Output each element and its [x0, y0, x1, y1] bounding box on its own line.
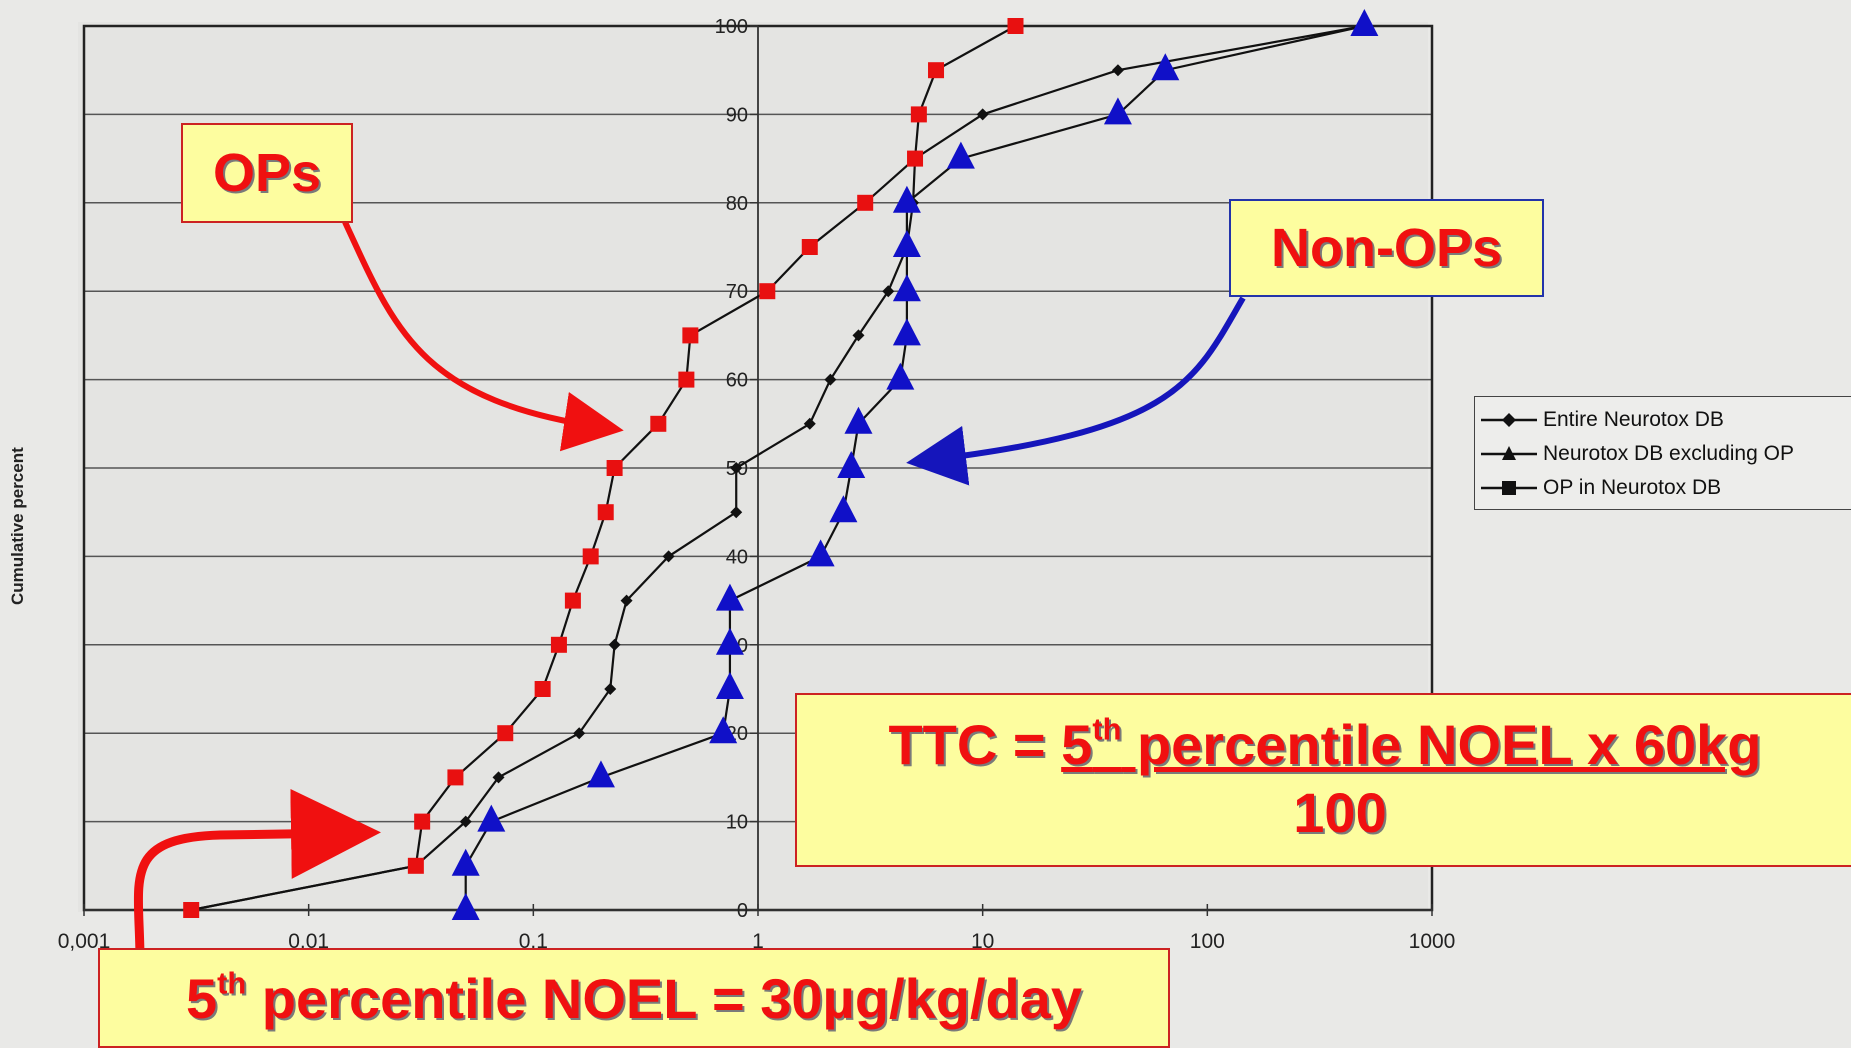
entire-db-point-5 — [604, 683, 617, 695]
non-op-point-10 — [837, 451, 866, 478]
nonops-callout: Non-OPs — [1229, 199, 1544, 297]
y-tick-label-10: 10 — [726, 812, 748, 834]
legend-triangle-marker-icon — [1481, 446, 1537, 460]
non-op-point-9 — [829, 495, 858, 523]
ops-callout-text: OPs — [212, 143, 322, 203]
non-op-point-1 — [451, 848, 480, 876]
legend-label-excluding-op: Neurotox DB excluding OP — [1543, 442, 1794, 465]
legend-square-marker-icon — [1481, 481, 1537, 495]
non-op-point-19 — [1151, 53, 1180, 81]
non-op-point-20 — [1350, 9, 1379, 36]
entire-db-point-18 — [976, 108, 989, 121]
legend-label-op: OP in Neurotox DB — [1543, 476, 1722, 499]
entire-db-point-9 — [730, 506, 743, 519]
y-tick-label-0: 0 — [737, 900, 748, 922]
op-point-6 — [550, 636, 567, 653]
op-point-15 — [801, 239, 818, 255]
non-op-point-8 — [806, 539, 835, 567]
op-point-8 — [582, 548, 599, 565]
op-point-14 — [759, 283, 776, 300]
entire-db-point-8 — [662, 550, 675, 563]
non-op-point-4 — [709, 716, 738, 744]
x-tick-label-0: 0,001 — [58, 930, 111, 953]
entire-db-point-14 — [882, 285, 895, 298]
op-point-1 — [407, 857, 424, 874]
entire-db-point-11 — [803, 417, 816, 430]
non-op-point-7 — [715, 583, 744, 611]
ttc-numerator-line: TTC = 5th percentile NOEL x 60kg — [797, 711, 1851, 779]
legend: Entire Neurotox DB Neurotox DB excluding… — [1474, 396, 1851, 510]
entire-db-point-7 — [620, 594, 633, 607]
y-axis-label-text: Cumulative percent — [8, 447, 28, 605]
noel-rest: percentile NOEL = 30µg/kg/day — [246, 967, 1082, 1030]
entire-db-point-2 — [459, 815, 472, 828]
op-point-7 — [564, 592, 581, 609]
non-op-point-6 — [715, 627, 744, 655]
op-point-17 — [907, 150, 924, 167]
op-point-2 — [414, 813, 431, 830]
op-point-18 — [910, 106, 927, 123]
op-point-3 — [447, 769, 464, 786]
op-point-4 — [497, 725, 514, 742]
noel-callout: 5th percentile NOEL = 30µg/kg/day — [98, 948, 1170, 1048]
ttc-prefix: TTC = — [888, 713, 1062, 776]
op-point-20 — [1007, 18, 1024, 34]
ttc-num-th: th — [1092, 711, 1122, 747]
x-tick-label-6: 1000 — [1409, 930, 1456, 953]
non-op-point-5 — [715, 672, 744, 699]
op-point-0 — [183, 902, 200, 918]
y-tick-label-60: 60 — [726, 370, 748, 392]
x-tick-label-4: 10 — [971, 930, 994, 953]
legend-diamond-marker-icon — [1481, 413, 1537, 427]
noel-5: 5 — [186, 967, 218, 1030]
op-point-13 — [682, 327, 699, 344]
y-tick-label-70: 70 — [726, 281, 748, 303]
non-op-point-13 — [892, 318, 921, 346]
legend-label-entire: Entire Neurotox DB — [1543, 408, 1724, 431]
legend-item-entire: Entire Neurotox DB — [1475, 403, 1724, 437]
non-op-point-0 — [451, 893, 480, 920]
ttc-num-rest: percentile NOEL x 60kg — [1121, 713, 1762, 776]
ops-callout: OPs — [181, 123, 353, 223]
entire-db-point-10 — [730, 462, 743, 474]
op-point-19 — [928, 62, 945, 79]
entire-db-point-3 — [492, 771, 505, 784]
non-op-point-16 — [892, 185, 921, 213]
non-op-point-2 — [477, 804, 506, 832]
nonops-callout-text: Non-OPs — [1270, 218, 1502, 278]
y-tick-label-80: 80 — [726, 193, 748, 215]
non-op-point-17 — [946, 141, 975, 169]
entire-db-point-6 — [608, 638, 621, 651]
legend-item-excluding-op: Neurotox DB excluding OP — [1475, 437, 1794, 471]
op-point-9 — [597, 504, 614, 521]
op-point-10 — [606, 460, 623, 476]
ttc-formula-callout: TTC = 5th percentile NOEL x 60kg 100 — [795, 693, 1851, 867]
non-op-point-14 — [892, 274, 921, 302]
y-tick-label-100: 100 — [715, 16, 748, 38]
entire-db-point-13 — [852, 329, 865, 342]
y-tick-label-40: 40 — [726, 546, 748, 568]
ttc-numerator: 5th percentile NOEL x 60kg — [1061, 713, 1761, 776]
ttc-denominator: 100 — [1293, 781, 1387, 845]
non-op-point-15 — [892, 230, 921, 257]
ttc-num-5: 5 — [1061, 713, 1093, 776]
non-op-point-3 — [586, 760, 615, 788]
entire-db-point-19 — [1111, 64, 1124, 77]
x-tick-label-5: 100 — [1190, 930, 1225, 953]
non-op-point-11 — [844, 406, 873, 434]
noel-th: th — [217, 965, 247, 1001]
entire-db-point-12 — [824, 373, 837, 386]
x-tick-label-2: 0.1 — [519, 930, 548, 953]
non-op-point-18 — [1103, 97, 1132, 125]
op-point-11 — [650, 415, 667, 432]
legend-item-op: OP in Neurotox DB — [1475, 471, 1721, 505]
op-point-16 — [857, 194, 874, 211]
entire-db-point-4 — [573, 727, 586, 740]
op-point-12 — [678, 371, 695, 388]
non-op-point-12 — [886, 362, 915, 390]
op-point-5 — [534, 681, 551, 697]
x-tick-label-3: 1 — [752, 930, 764, 953]
y-tick-label-90: 90 — [726, 104, 748, 126]
